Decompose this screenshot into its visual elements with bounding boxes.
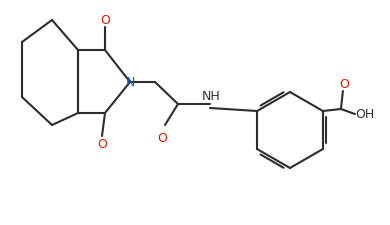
- Text: N: N: [125, 75, 135, 88]
- Text: O: O: [339, 77, 349, 90]
- Text: O: O: [157, 132, 167, 145]
- Text: O: O: [97, 138, 107, 151]
- Text: O: O: [100, 14, 110, 26]
- Text: NH: NH: [202, 89, 220, 102]
- Text: OH: OH: [355, 108, 374, 121]
